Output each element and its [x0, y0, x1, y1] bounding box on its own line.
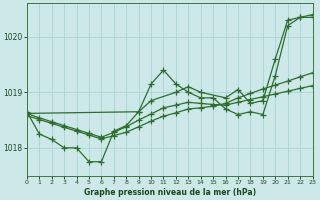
X-axis label: Graphe pression niveau de la mer (hPa): Graphe pression niveau de la mer (hPa) [84, 188, 256, 197]
